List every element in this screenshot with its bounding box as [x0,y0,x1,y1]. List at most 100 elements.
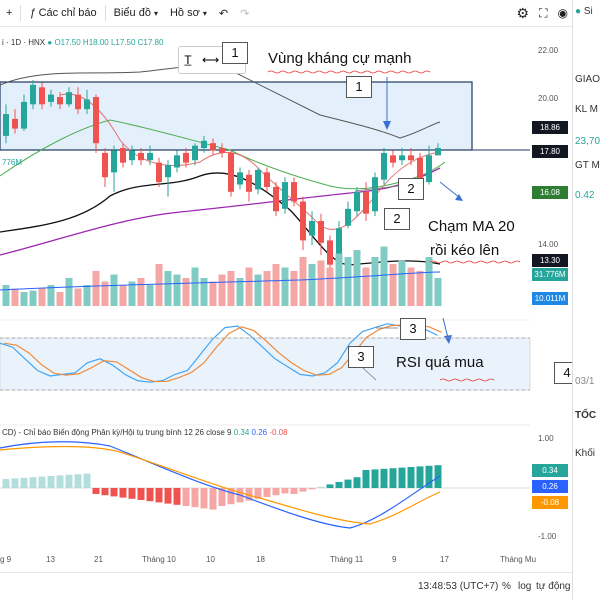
candle-body [30,84,36,105]
sidebar-logo[interactable]: ● Si [575,6,593,17]
macd-histogram-bar [218,488,226,506]
redo-button[interactable]: ↷ [234,0,255,26]
volume-bar [74,288,82,306]
move-tool-icon[interactable]: ⟷ [202,53,220,67]
footer-bar: 13:48:53 (UTC+7) % log tự động [0,572,572,601]
plus-icon: + [6,7,13,19]
candle-body [255,169,261,190]
macd-histogram-bar [299,488,307,492]
volume-bar [11,288,19,306]
chart-type-label: Biểu đồ [113,7,151,19]
volume-ma-line [0,271,441,291]
macd-histogram-bar [119,488,127,498]
macd-histogram-bar [11,478,19,488]
candle-body [75,94,81,110]
macd-histogram-bar [101,488,109,496]
volume-bar [29,290,37,306]
macd-histogram-bar [128,488,136,499]
chevron-down-icon: ▾ [153,8,158,18]
bollinger-upper [0,65,441,139]
candle-body [300,201,306,241]
label-box-1: 1 [346,76,372,98]
volume-bar [38,288,46,306]
arrow-head [444,335,452,344]
volume-bar [47,285,55,306]
volume-bar [425,257,433,306]
chart-type-button[interactable]: Biểu đồ ▾ [108,0,164,26]
high-value: H18.00 [82,38,109,47]
sidebar-logo-text: Si [583,6,593,17]
macd-line [0,441,441,529]
settings-button[interactable]: ⚙ [517,5,530,22]
stoch-k-line [0,323,438,383]
macd-histogram-bar [227,488,235,505]
volume-bar [398,260,406,306]
candle-body [246,174,252,192]
annotation-ma-touch-line1: Chạm MA 20 [428,218,515,235]
profile-button[interactable]: Hồ sơ ▾ [164,0,213,26]
volume-bar [56,292,64,306]
sidebar-label: KL M [575,104,598,115]
volume-bar [200,278,208,306]
spell-underline [267,70,431,74]
volume-bar [407,267,415,306]
label-box-1-top: 1 [222,42,248,64]
price-chart[interactable] [0,26,572,572]
auto-toggle[interactable]: tự động [536,581,571,592]
fullscreen-button[interactable]: ⛶ [539,6,547,21]
candle-body [138,152,144,161]
candle-body [165,165,171,178]
grid [0,319,530,426]
percent-toggle[interactable]: % [502,581,511,592]
sidebar-date: 03/1 [575,376,595,387]
indicators-label: Các chỉ báo [38,7,97,19]
volume-bar [173,274,181,306]
macd-histogram-bar [92,488,100,494]
volume-bar [380,246,388,306]
candle-body [363,191,369,214]
indicators-button[interactable]: ƒ Các chỉ báo [23,0,102,26]
rsi-outline-box [0,337,531,391]
macd-tick: 1.00 [538,434,554,443]
volume-bar [317,260,325,306]
undo-button[interactable]: ↶ [213,0,234,26]
volume-bar [101,281,109,306]
macd-histogram-bar [416,466,424,488]
x-tick: 17 [440,555,449,564]
candle-body [381,152,387,180]
price-tick: 22.00 [538,46,559,55]
macd-histogram-bar [209,488,217,510]
volume-bar [110,274,118,306]
x-tick: 13 [46,555,55,564]
volume-bar [155,264,163,306]
spell-underline [439,378,495,382]
macd-histogram-bar [83,473,91,488]
log-toggle[interactable]: log [518,581,532,592]
volume-bars [2,246,442,306]
snapshot-button[interactable]: ◉ [558,6,568,20]
candle-body [327,240,333,265]
macd-histogram-bar [272,488,280,496]
rsi-band [0,338,530,390]
candle-body [147,152,153,161]
macd-tag: 0.34 [532,464,568,477]
macd-histogram-bar [326,484,334,488]
macd-histogram-bar [173,488,181,505]
volume-bar [218,274,226,306]
candle-body [273,186,279,212]
candle-body [228,152,234,192]
add-symbol-button[interactable]: + [0,0,18,26]
camera-icon: ◉ [557,6,568,20]
x-tick: Tháng Mu [500,555,537,564]
candle-body [129,150,135,161]
clock-text: 13:48:53 (UTC+7) [418,581,499,592]
text-tool-icon[interactable]: T̲ [184,53,192,67]
stoch-d-line [3,324,442,383]
macd-histogram-bar [110,488,118,497]
candle-body [3,114,9,136]
x-tick: Tháng 11 [330,555,364,564]
macd-tag: -0.08 [532,496,568,509]
macd-histogram-bar [20,477,28,488]
volume-bar [416,271,424,306]
candle-body [219,148,225,153]
